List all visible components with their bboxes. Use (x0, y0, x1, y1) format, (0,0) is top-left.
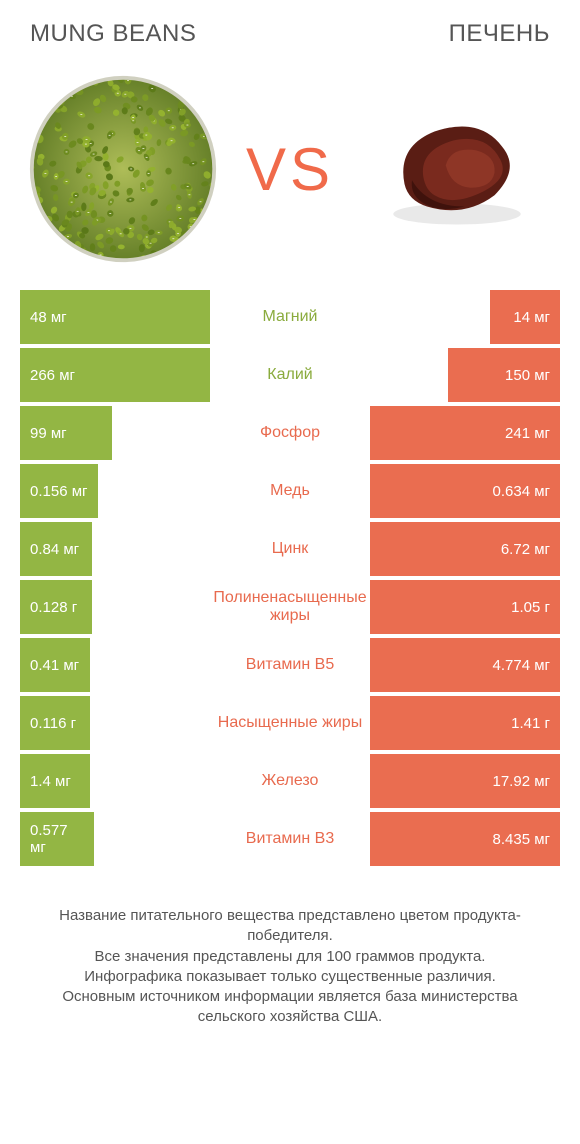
left-bar: 0.577 мг (20, 812, 94, 866)
hero-row: VS (20, 56, 560, 290)
right-value: 17.92 мг (493, 773, 551, 790)
right-value: 1.41 г (511, 715, 550, 732)
table-row: 0.41 мг Витамин B5 4.774 мг (20, 638, 560, 692)
left-value: 266 мг (30, 367, 75, 384)
left-bar: 0.156 мг (20, 464, 98, 518)
left-bar: 0.116 г (20, 696, 90, 750)
nutrient-label: Полиненасыщенные жиры (210, 580, 370, 634)
left-value: 99 мг (30, 425, 67, 442)
footnote: Название питательного вещества представл… (20, 906, 560, 1028)
left-value: 0.156 мг (30, 483, 88, 500)
left-bar: 99 мг (20, 406, 112, 460)
right-bar: 6.72 мг (370, 522, 560, 576)
left-bar: 1.4 мг (20, 754, 90, 808)
nutrient-label: Медь (210, 464, 370, 518)
right-value: 150 мг (505, 367, 550, 384)
right-bar: 1.05 г (370, 580, 560, 634)
right-value: 241 мг (505, 425, 550, 442)
nutrient-label: Фосфор (210, 406, 370, 460)
nutrient-label: Магний (210, 290, 370, 344)
table-row: 48 мг Магний 14 мг (20, 290, 560, 344)
table-row: 0.156 мг Медь 0.634 мг (20, 464, 560, 518)
right-value: 8.435 мг (493, 831, 551, 848)
footnote-line: Основным источником информации является … (30, 987, 550, 1028)
left-value: 0.41 мг (30, 657, 79, 674)
table-row: 0.84 мг Цинк 6.72 мг (20, 522, 560, 576)
right-value: 14 мг (513, 309, 550, 326)
nutrient-label: Витамин B5 (210, 638, 370, 692)
right-bar: 14 мг (490, 290, 560, 344)
right-value: 4.774 мг (493, 657, 551, 674)
right-bar: 0.634 мг (370, 464, 560, 518)
left-bar: 0.41 мг (20, 638, 90, 692)
right-bar: 150 мг (448, 348, 560, 402)
left-value: 1.4 мг (30, 773, 71, 790)
right-bar: 241 мг (370, 406, 560, 460)
table-row: 99 мг Фосфор 241 мг (20, 406, 560, 460)
comparison-table: 48 мг Магний 14 мг 266 мг Калий 150 мг 99 мг Фо… (20, 290, 560, 866)
nutrient-label: Витамин B3 (210, 812, 370, 866)
left-bar: 0.84 мг (20, 522, 92, 576)
left-value: 48 мг (30, 309, 67, 326)
nutrient-label: Железо (210, 754, 370, 808)
right-bar: 17.92 мг (370, 754, 560, 808)
left-bar: 0.128 г (20, 580, 92, 634)
right-value: 0.634 мг (493, 483, 551, 500)
left-bar: 266 мг (20, 348, 210, 402)
right-value: 6.72 мг (501, 541, 550, 558)
nutrient-label: Цинк (210, 522, 370, 576)
nutrient-label: Насыщенные жиры (210, 696, 370, 750)
left-value: 0.128 г (30, 599, 77, 616)
nutrient-label: Калий (210, 348, 370, 402)
right-bar: 8.435 мг (370, 812, 560, 866)
footnote-line: Название питательного вещества представл… (30, 906, 550, 947)
mung-beans-image (28, 74, 218, 264)
left-value: 0.577 мг (30, 822, 84, 856)
table-row: 0.116 г Насыщенные жиры 1.41 г (20, 696, 560, 750)
footnote-line: Все значения представлены для 100 граммо… (30, 947, 550, 967)
right-value: 1.05 г (511, 599, 550, 616)
right-bar: 1.41 г (370, 696, 560, 750)
liver-image (362, 74, 552, 264)
table-row: 0.577 мг Витамин B3 8.435 мг (20, 812, 560, 866)
left-value: 0.116 г (30, 715, 76, 732)
table-row: 1.4 мг Железо 17.92 мг (20, 754, 560, 808)
table-row: 0.128 г Полиненасыщенные жиры 1.05 г (20, 580, 560, 634)
footnote-line: Инфографика показывает только существенн… (30, 967, 550, 987)
title-left: MUNG BEANS (30, 20, 196, 48)
vs-label: VS (246, 135, 334, 204)
title-right: ПЕЧЕНЬ (449, 20, 550, 48)
header-titles: MUNG BEANS ПЕЧЕНЬ (20, 20, 560, 56)
left-value: 0.84 мг (30, 541, 79, 558)
table-row: 266 мг Калий 150 мг (20, 348, 560, 402)
left-bar: 48 мг (20, 290, 210, 344)
right-bar: 4.774 мг (370, 638, 560, 692)
